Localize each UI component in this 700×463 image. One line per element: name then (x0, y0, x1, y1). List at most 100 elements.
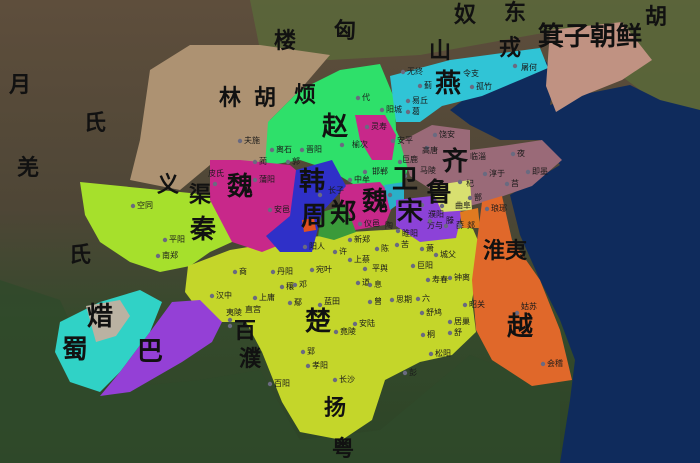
city-marker (379, 107, 385, 113)
city-marker (285, 159, 291, 165)
city-marker (428, 351, 434, 357)
city-marker (162, 237, 168, 243)
city-label: 长沙 (339, 374, 355, 384)
city-label: 桐 (427, 329, 435, 339)
state-xi[interactable] (86, 300, 130, 342)
city-label: 榆次 (352, 139, 368, 149)
state-label: 卫 (392, 165, 418, 195)
city-marker (279, 284, 285, 290)
city-marker (339, 142, 345, 148)
city-marker (425, 277, 431, 283)
city-label: 皮氏 (208, 168, 224, 178)
state-jizi-chaoxian[interactable] (546, 22, 652, 112)
city-label: 直宫 (245, 304, 261, 314)
city-marker (462, 302, 468, 308)
city-label: 灵寿 (371, 121, 387, 131)
city-label: 宛叶 (316, 264, 332, 274)
city-label: 寿春 (432, 274, 448, 284)
city-label: 中牟 (354, 174, 370, 184)
city-marker (417, 83, 423, 89)
city-label: 蔺 (259, 156, 267, 166)
state-han[interactable] (266, 160, 346, 252)
city-marker (347, 177, 353, 183)
city-label: 邓 (299, 280, 307, 289)
city-marker (299, 147, 305, 153)
city-label: 淳于 (489, 168, 505, 178)
city-marker (355, 280, 361, 286)
city-marker (252, 159, 258, 165)
city-label: 蒲阳 (259, 174, 275, 184)
state-label: 秦 (189, 215, 217, 245)
state-label: 焟 (87, 302, 113, 332)
city-label: 仪邑 (364, 219, 380, 228)
city-marker (469, 84, 475, 90)
region-label: 粤 (332, 436, 354, 462)
region-label: 淮夷 (483, 238, 528, 264)
city-marker (397, 200, 403, 206)
city-marker (332, 377, 338, 383)
city-label: 夫施 (244, 135, 260, 145)
city-label: 方与 (427, 220, 443, 230)
region-label: 山 (429, 38, 451, 64)
state-yan[interactable] (390, 48, 548, 122)
city-marker (419, 246, 425, 252)
southern-hills (0, 280, 560, 463)
city-label: 息 (374, 279, 382, 289)
city-marker (364, 124, 370, 130)
city-label: 安平 (397, 135, 413, 145)
city-label: 睢阳 (402, 228, 418, 238)
region-label: 扬 (324, 395, 346, 421)
city-marker (332, 249, 338, 255)
state-label: 韩 (299, 167, 325, 197)
state-zhao[interactable] (265, 64, 410, 196)
city-label: 夜 (517, 148, 525, 158)
city-label: 鄢 (294, 298, 302, 307)
city-marker (467, 195, 473, 201)
city-marker (514, 310, 520, 316)
state-qin[interactable] (80, 182, 240, 272)
city-label: 蓟 (424, 80, 432, 90)
city-marker (347, 257, 353, 263)
city-marker (540, 361, 546, 367)
city-label: 上庸 (259, 292, 275, 302)
city-marker (362, 266, 368, 272)
region-label: 楼 (274, 28, 296, 54)
state-label: 越 (507, 312, 534, 342)
city-marker (374, 246, 380, 252)
state-zhou[interactable] (302, 218, 316, 232)
city-marker (130, 203, 136, 209)
city-label: 郯 (467, 220, 475, 230)
region-labels: 匈奴东胡楼山戎林胡烦月氏羌氏义 渠百濮扬粤淮夷 (8, 0, 667, 462)
city-marker (252, 295, 258, 301)
city-marker (427, 218, 433, 224)
city-label: 滕 (446, 215, 454, 225)
region-label: 濮 (239, 346, 262, 372)
city-label: 彭 (409, 367, 417, 377)
city-label: 巨鹿 (402, 154, 418, 164)
state-tan[interactable] (460, 208, 480, 228)
city-marker (367, 282, 373, 288)
region-label: 胡 (254, 85, 276, 111)
city-label: 昭关 (469, 299, 485, 309)
state-ba[interactable] (100, 300, 222, 396)
city-marker (305, 363, 311, 369)
city-marker (355, 95, 361, 101)
state-yue[interactable] (472, 196, 572, 386)
city-label: 曾 (374, 296, 382, 306)
city-marker (232, 269, 238, 275)
state-shu[interactable] (55, 290, 162, 392)
city-marker (405, 98, 411, 104)
state-label: 楚 (305, 307, 331, 337)
city-marker (387, 192, 393, 198)
city-label: 陈 (381, 243, 389, 253)
state-zheng[interactable] (318, 205, 356, 240)
state-chu[interactable] (185, 222, 482, 440)
city-label: 孝阳 (312, 361, 328, 370)
state-wei-south[interactable] (340, 182, 395, 230)
state-lu[interactable] (430, 180, 472, 212)
city-marker (317, 302, 323, 308)
city-label: 安陆 (359, 318, 375, 328)
city-marker (439, 203, 445, 209)
state-label: 魏 (226, 172, 253, 202)
city-label: 高唐 (422, 145, 438, 155)
